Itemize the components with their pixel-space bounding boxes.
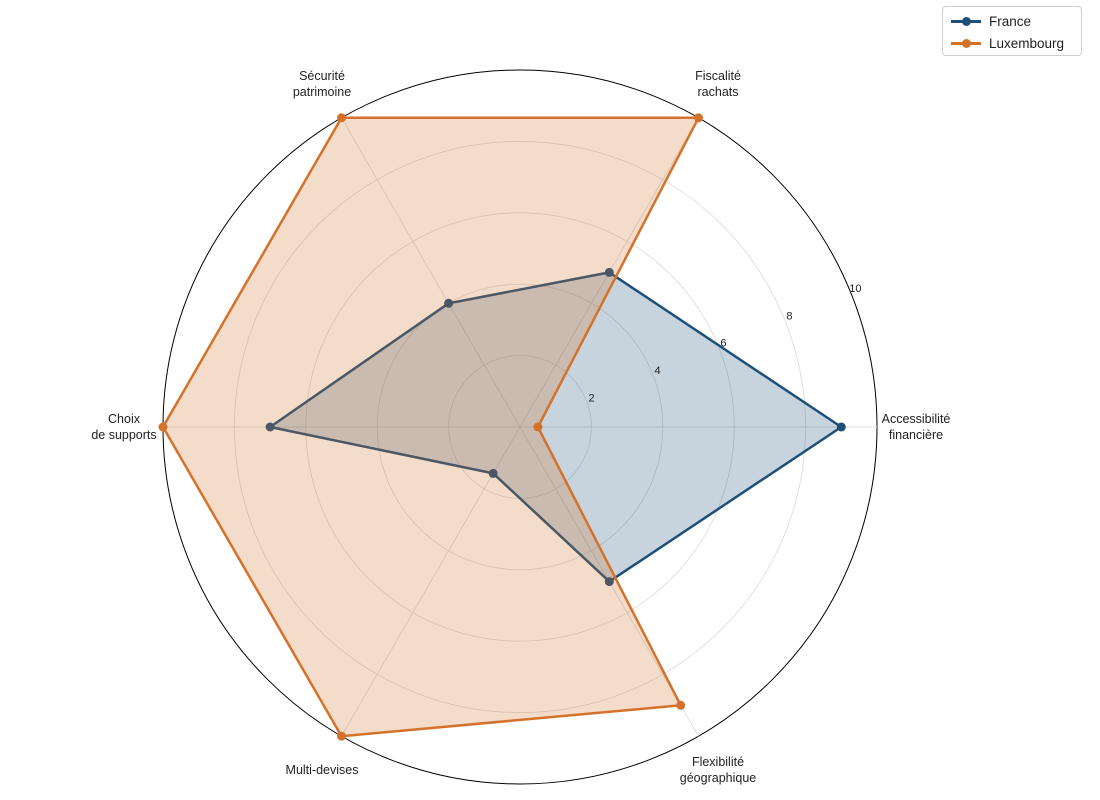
legend-label-france: France (989, 13, 1032, 29)
legend-swatch-france (949, 11, 983, 31)
data-point-luxembourg-4 (337, 731, 346, 741)
data-point-luxembourg-0 (533, 422, 543, 432)
data-point-france-2 (444, 298, 454, 308)
legend-item-france: France (949, 11, 1031, 31)
axis-label-2-1: patrimoine (293, 85, 351, 99)
tick-label-8: 8 (786, 310, 792, 322)
tick-label-6: 6 (720, 338, 726, 350)
axis-label-0-1: financière (889, 428, 943, 442)
chart-legend: France Luxembourg (942, 6, 1082, 56)
series-fill-luxembourg (163, 117, 699, 737)
data-point-luxembourg-1 (694, 113, 703, 123)
axis-label-3-0: Choix (108, 412, 141, 426)
legend-swatch-luxembourg (949, 33, 983, 53)
axis-label-0-0: Accessibilité (882, 412, 951, 426)
axis-labels: Accessibilité financière Fiscalité rachats S… (91, 69, 950, 785)
data-point-france-3 (265, 422, 275, 432)
axis-label-1-0: Fiscalité (695, 69, 741, 83)
tick-label-10: 10 (849, 283, 861, 295)
data-point-france-1 (604, 267, 614, 277)
grid-spoke-4 (341, 426, 521, 737)
data-point-luxembourg-3 (158, 422, 168, 432)
axis-label-5-0: Flexibilité (692, 755, 744, 769)
axis-label-1-1: rachats (698, 85, 739, 99)
radar-series (158, 113, 846, 741)
legend-label-luxembourg: Luxembourg (989, 35, 1065, 51)
data-point-luxembourg-5 (676, 700, 686, 710)
grid-spoke-2 (341, 117, 521, 428)
tick-label-2: 2 (588, 392, 594, 404)
tick-label-4: 4 (654, 365, 660, 377)
axis-label-2-0: Sécurité (299, 69, 345, 83)
axis-label-3-1: de supports (91, 428, 156, 442)
radial-tick-labels: 2 4 6 8 10 (588, 283, 861, 404)
data-point-france-0 (836, 422, 846, 432)
series-fill-france (270, 272, 842, 582)
axis-label-4-0: Multi-devises (286, 763, 359, 777)
data-point-luxembourg-2 (337, 113, 346, 123)
data-point-france-5 (604, 577, 614, 587)
axis-label-5-1: géographique (680, 771, 757, 785)
data-point-france-4 (488, 468, 498, 478)
legend-item-luxembourg: Luxembourg (949, 33, 1064, 53)
